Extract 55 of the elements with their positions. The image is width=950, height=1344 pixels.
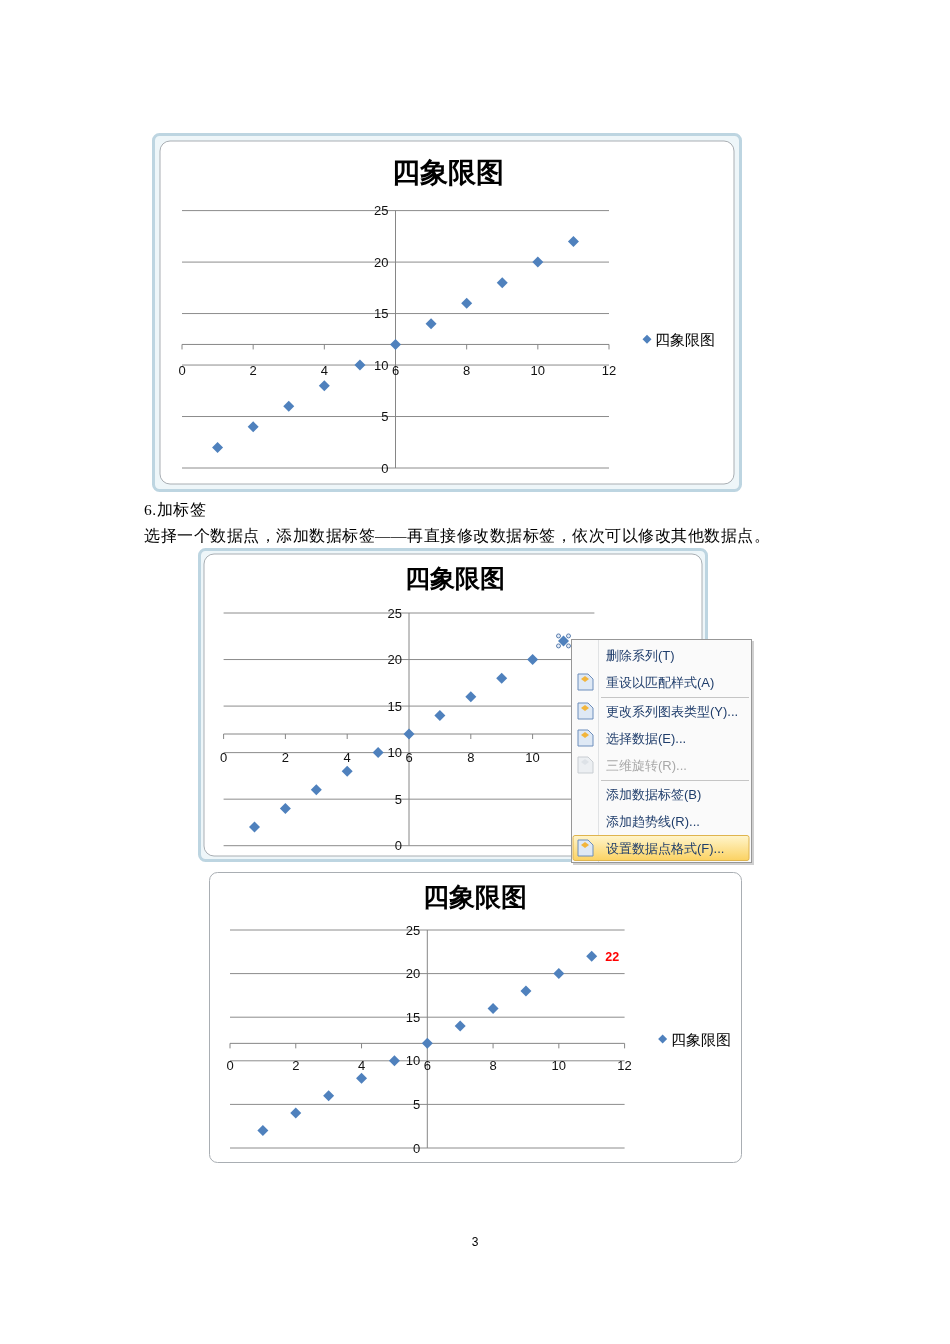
y-tick-label: 20 [374,254,389,270]
menu-item: 重设以匹配样式(A) [606,674,715,690]
y-tick-label: 20 [387,652,402,668]
y-tick-label: 15 [387,698,402,714]
y-tick-label: 0 [413,1140,421,1156]
x-tick-label: 4 [320,363,328,379]
x-tick-label: 8 [467,750,475,765]
menu-item: 添加趋势线(R)... [606,813,700,829]
y-tick-label: 5 [394,791,402,807]
menu-item: 设置数据点格式(F)... [606,840,725,856]
x-tick-label: 0 [220,750,228,765]
x-tick-label: 4 [343,750,351,765]
menu-item: 添加数据标签(B) [606,786,702,802]
y-tick-label: 25 [387,605,402,621]
y-tick-label: 15 [405,1009,421,1025]
y-tick-label: 5 [381,409,389,424]
y-tick-label: 20 [405,966,421,982]
y-tick-label: 25 [405,922,421,938]
x-tick-label: 6 [405,750,413,765]
y-tick-label: 10 [405,1053,421,1069]
y-tick-label: 10 [374,357,389,373]
x-tick-label: 2 [292,1058,300,1074]
y-tick-label: 5 [413,1096,421,1112]
y-tick-label: 10 [387,745,402,761]
menu-item: 三维旋转(R)... [606,757,687,773]
x-tick-label: 0 [178,363,186,379]
x-tick-label: 12 [617,1058,632,1074]
legend-label: 四象限图 [670,1030,731,1048]
y-tick-label: 0 [381,460,389,476]
annotation: 选择一个数据点，添加数据标签——再直接修改数据标签，依次可以修改其他数据点。 [144,527,770,544]
title: 四象限图 [405,565,505,592]
x-tick-label: 2 [281,750,289,765]
x-tick-label: 10 [525,750,540,765]
annotation: 6.加标签 [144,501,207,518]
annotation: 3 [471,1235,479,1249]
menu-item: 更改系列图表类型(Y)... [606,703,739,719]
y-tick-label: 25 [374,203,389,219]
y-tick-label: 0 [394,838,402,854]
title: 四象限图 [423,883,527,913]
legend-label: 四象限图 [655,330,715,348]
x-tick-label: 12 [601,363,617,379]
data-label: 22 [605,949,620,964]
x-tick-label: 8 [489,1058,497,1074]
y-tick-label: 15 [374,306,389,322]
x-tick-label: 4 [357,1058,366,1074]
title: 四象限图 [392,157,504,189]
x-tick-label: 6 [423,1058,431,1074]
x-tick-label: 10 [551,1058,567,1074]
menu-item: 选择数据(E)... [606,730,687,746]
x-tick-label: 8 [463,363,471,379]
x-tick-label: 0 [226,1058,234,1074]
x-tick-label: 6 [391,363,400,379]
x-tick-label: 2 [249,363,257,379]
menu-item: 删除系列(T) [606,647,675,663]
x-tick-label: 10 [530,363,546,379]
